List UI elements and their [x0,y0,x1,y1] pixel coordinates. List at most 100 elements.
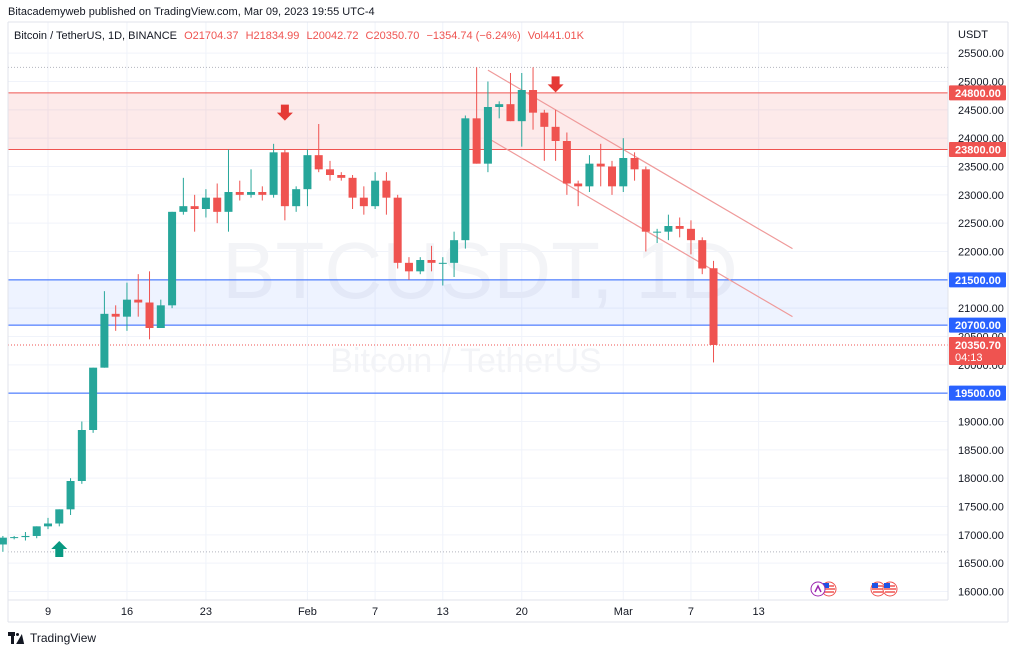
x-tick-label: 13 [437,606,449,618]
candle-body [55,509,64,524]
last-price-text: 20350.70 [955,340,1001,352]
horizontal-levels [8,66,948,553]
candle [596,143,605,187]
last-price-bg [949,336,1006,365]
candle-body [224,192,233,212]
candle [709,260,718,363]
candle [292,186,301,212]
candle [55,509,64,527]
candle [348,175,357,209]
candle-body [179,206,188,212]
candle [213,183,222,224]
event-flag-3[interactable] [882,581,898,597]
candle-body [122,299,131,317]
candle [641,166,650,252]
candle [517,73,526,147]
candle-body [495,104,504,107]
candle-body [44,523,52,527]
candle [32,526,41,539]
candle [585,155,594,192]
up-arrow-1-icon [51,541,68,557]
tradingview-brand: TradingView [30,631,97,645]
candle [179,177,188,215]
candle-body [653,231,662,233]
candle [393,194,402,269]
candle [303,149,312,207]
annotations [51,76,564,557]
candle [326,160,334,181]
candle-body [596,163,605,167]
candle-body [337,175,346,178]
candle-body [292,189,301,207]
candle [111,305,120,331]
candle [630,152,639,181]
watermark-name: Bitcoin / TetherUS [330,342,602,380]
candle-body [100,313,109,368]
candle [168,211,177,309]
currency-label: USDT [958,29,988,41]
candle-body [382,180,391,198]
candle-body [608,166,616,187]
event-flags[interactable] [810,581,898,597]
tradingview-logo[interactable]: TradingView [8,631,96,645]
x-tick-label: Mar [614,606,633,618]
candle [134,274,143,317]
y-tick-label: 21000.00 [958,303,1004,315]
candle-body [483,107,492,164]
event-earnings-icon[interactable] [810,581,826,597]
candle-body [619,158,628,187]
watermark: BTCUSDT, 1D Bitcoin / TetherUS [222,226,738,380]
candle [269,143,278,198]
flag-canton [872,583,878,588]
candle-body [303,155,312,190]
event-flag-2[interactable] [870,581,886,597]
candle [224,149,233,232]
candle [201,189,210,218]
candle-body [134,299,143,303]
candle [483,81,492,173]
candle-body [698,240,707,269]
price-tag-bg [949,385,1006,401]
candle-body [709,268,718,345]
candle-body [450,240,459,263]
x-tick-label: 13 [753,606,765,618]
candle [145,271,154,340]
tradingview-logo-icon [8,632,26,644]
flag-canton [884,583,890,588]
candle-body [0,537,7,545]
publish-caption: Bitacademyweb published on TradingView.c… [8,6,375,18]
price-tag-text: 21500.00 [955,275,1001,287]
resistance-bottom-tag: 23800.00 [949,142,1006,157]
y-tick-label: 22000.00 [958,247,1004,259]
y-tick-label: 24500.00 [958,105,1004,117]
open-value: O21704.37 [184,30,239,42]
candle-body [145,302,154,328]
y-tick-label: 23000.00 [958,190,1004,202]
candle-body [10,537,19,539]
x-tick-label: 9 [45,606,51,618]
candle [247,169,256,198]
price-tag-bg [949,85,1006,101]
candle [686,220,695,255]
candle [314,124,323,173]
change-value: −1354.74 (−6.24%) [426,30,521,42]
candle-body [404,262,413,272]
candle [664,214,673,241]
candle-body [201,197,210,209]
candle-body [427,260,436,263]
candle [450,231,459,277]
candle [551,109,560,161]
candle [10,535,19,540]
candle [337,172,346,181]
candle-body [551,126,560,141]
channel-lower [487,137,793,318]
y-tick-label: 18000.00 [958,473,1004,485]
candle [359,186,368,215]
candles [0,67,718,552]
y-tick-label: 18500.00 [958,445,1004,457]
candle [506,73,515,122]
candle-body [585,163,594,187]
candle-body [66,481,75,510]
resistance-top-tag: 24800.00 [949,85,1006,101]
